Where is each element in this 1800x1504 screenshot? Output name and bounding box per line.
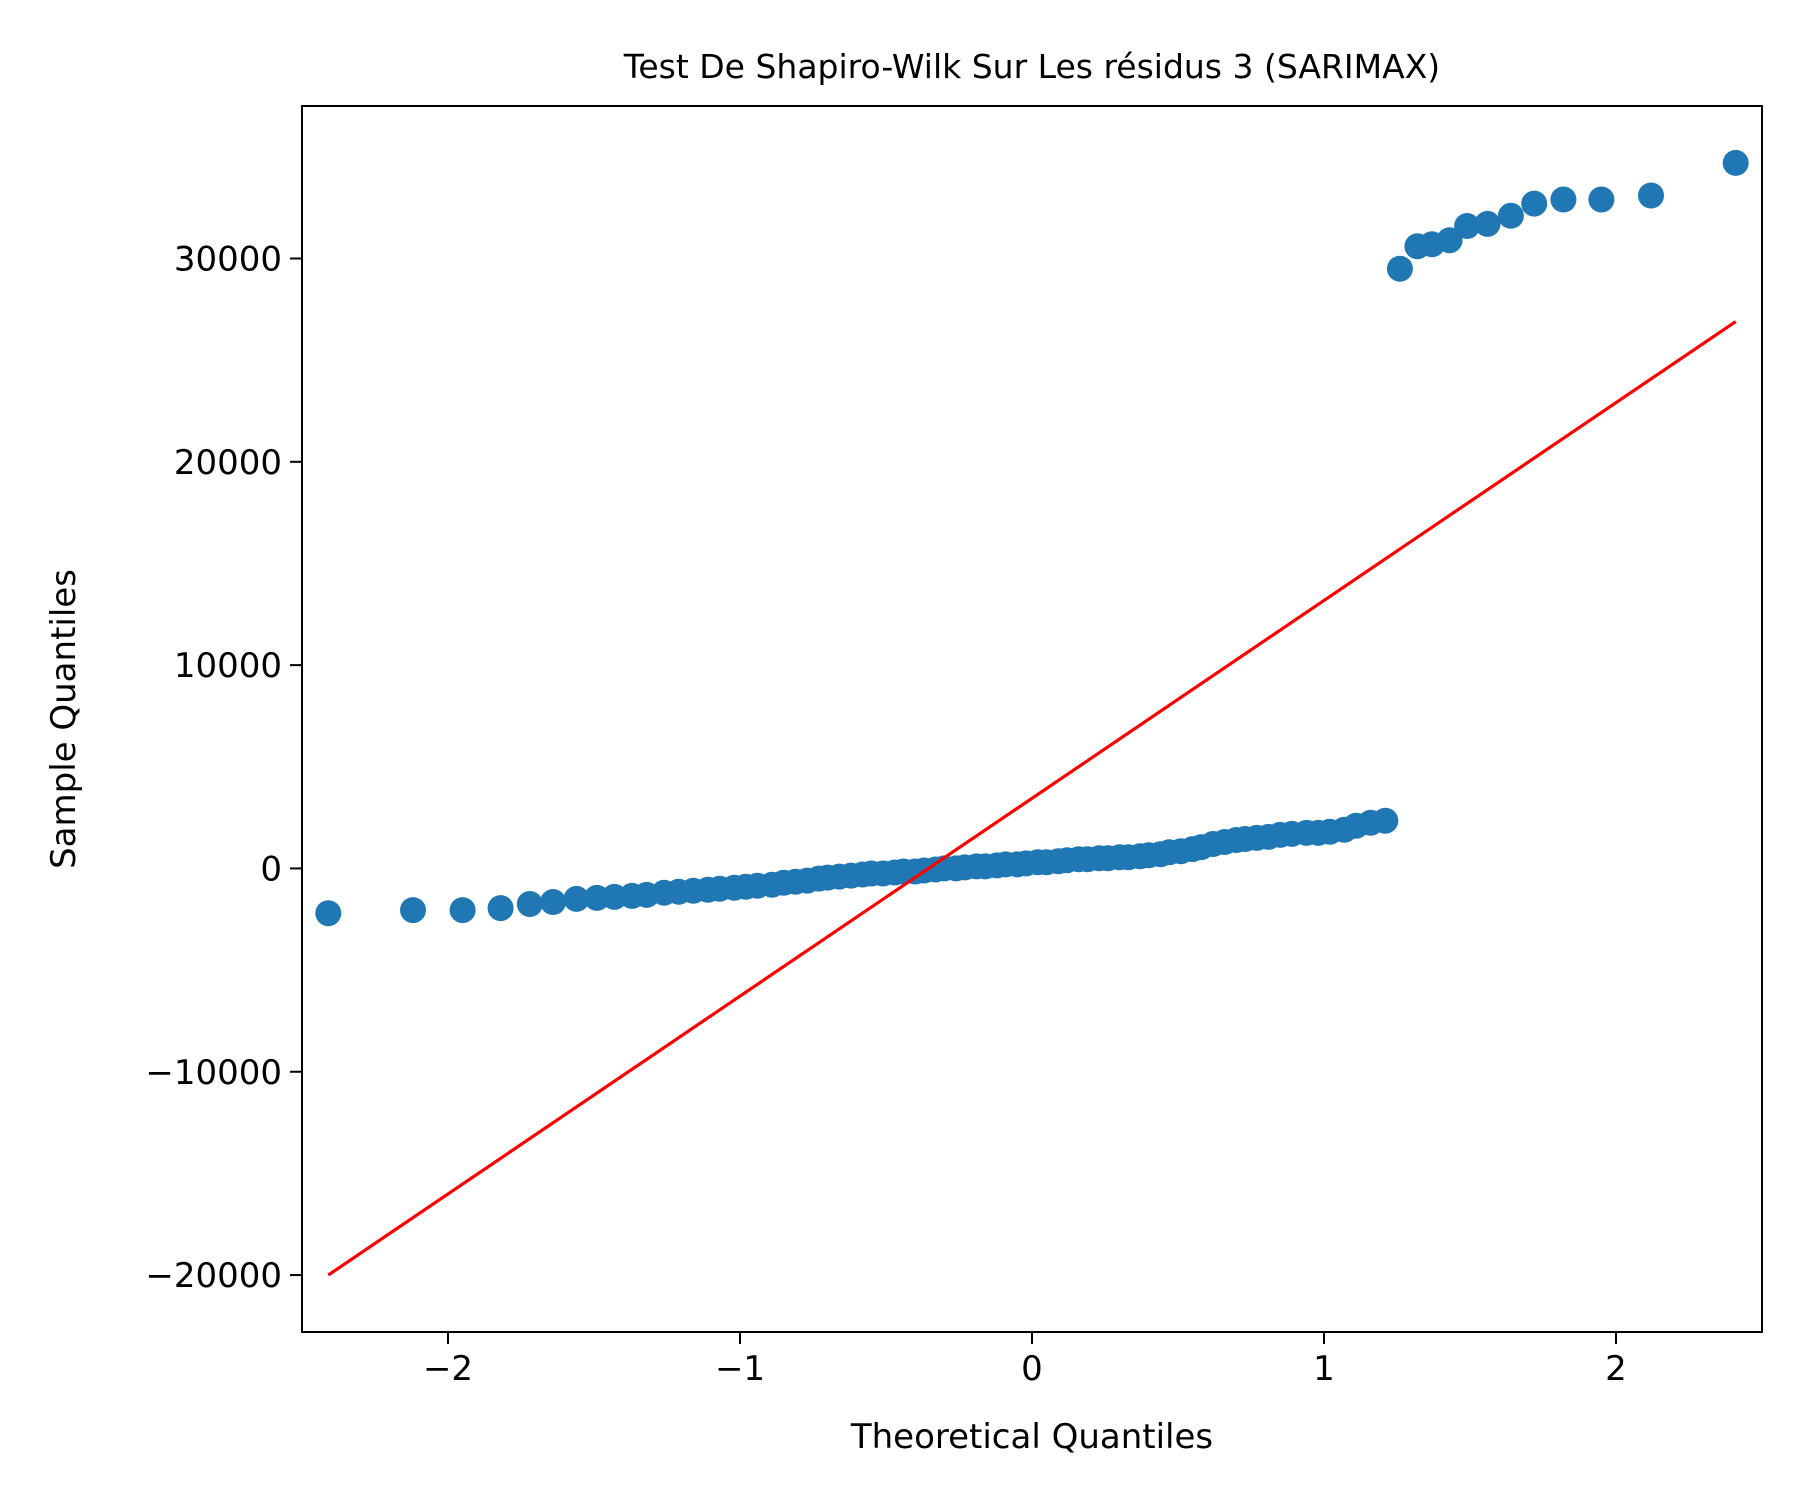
data-point bbox=[449, 897, 476, 924]
x-tick-label: 2 bbox=[1605, 1349, 1627, 1389]
data-point bbox=[487, 895, 514, 922]
plot-frame bbox=[301, 105, 1763, 1333]
y-tick-label: 0 bbox=[260, 849, 282, 889]
reference-line bbox=[327, 320, 1737, 1277]
data-point bbox=[1497, 202, 1524, 229]
scatter-points bbox=[315, 149, 1749, 927]
data-point bbox=[1638, 182, 1664, 209]
x-tick-label: −1 bbox=[715, 1349, 765, 1389]
x-tick-label: 0 bbox=[1021, 1349, 1043, 1389]
data-point bbox=[1722, 149, 1749, 176]
data-point bbox=[540, 889, 567, 915]
data-point bbox=[1454, 213, 1481, 239]
x-tick-label: −2 bbox=[423, 1349, 473, 1389]
data-point bbox=[1386, 255, 1413, 282]
y-tick-label: −20000 bbox=[145, 1256, 282, 1296]
y-axis-label: Sample Quantiles bbox=[44, 569, 84, 869]
data-point bbox=[1372, 807, 1399, 834]
data-point bbox=[1588, 186, 1615, 213]
fit-line bbox=[327, 320, 1737, 1277]
data-point bbox=[1550, 186, 1577, 213]
x-tick-label: 1 bbox=[1313, 1349, 1335, 1389]
chart-title: Test De Shapiro-Wilk Sur Les résidus 3 (… bbox=[623, 47, 1440, 86]
y-axis-ticks: −20000 −10000 0 10000 20000 30000 bbox=[145, 239, 302, 1296]
data-point bbox=[1436, 227, 1463, 254]
data-point bbox=[1521, 190, 1548, 217]
y-tick-label: 30000 bbox=[174, 239, 282, 279]
x-axis-label: Theoretical Quantiles bbox=[850, 1417, 1213, 1457]
x-axis-ticks: −2 −1 0 1 2 bbox=[423, 1332, 1627, 1389]
y-tick-label: 10000 bbox=[174, 646, 282, 686]
data-point bbox=[315, 900, 342, 927]
data-point bbox=[1474, 210, 1501, 237]
data-point bbox=[400, 897, 426, 924]
y-tick-label: 20000 bbox=[174, 443, 282, 483]
y-tick-label: −10000 bbox=[145, 1053, 282, 1093]
data-point bbox=[516, 891, 543, 917]
data-point bbox=[563, 885, 590, 912]
